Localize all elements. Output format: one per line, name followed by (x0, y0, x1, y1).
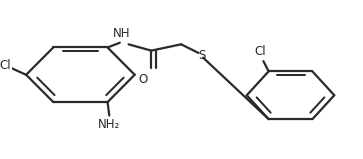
Text: Cl: Cl (254, 45, 266, 58)
Text: Cl: Cl (0, 59, 11, 72)
Text: S: S (199, 49, 206, 62)
Text: NH: NH (113, 27, 130, 40)
Text: NH₂: NH₂ (98, 118, 121, 131)
Text: O: O (138, 73, 147, 86)
